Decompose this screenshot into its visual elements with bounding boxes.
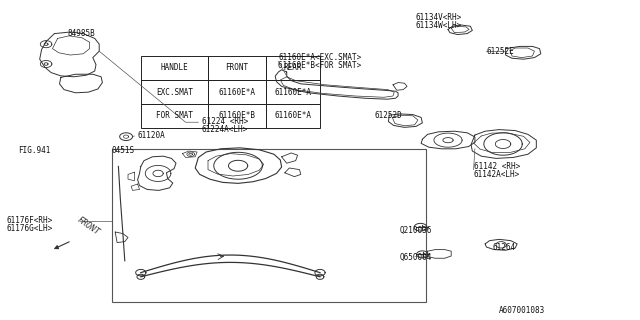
Bar xyxy=(112,149,426,302)
Text: 61224A<LH>: 61224A<LH> xyxy=(202,125,248,134)
Text: 61160E*A: 61160E*A xyxy=(275,111,311,121)
Text: 61120A: 61120A xyxy=(138,132,165,140)
Text: FOR SMAT: FOR SMAT xyxy=(156,111,193,121)
Text: FRONT: FRONT xyxy=(225,63,248,73)
Text: EXC.SMAT: EXC.SMAT xyxy=(156,87,193,97)
Bar xyxy=(141,80,208,104)
Bar xyxy=(266,80,320,104)
Text: 0451S: 0451S xyxy=(112,146,135,155)
Bar xyxy=(208,80,266,104)
Text: 61134V<RH>: 61134V<RH> xyxy=(416,13,462,22)
Text: Q210036: Q210036 xyxy=(400,226,433,235)
Text: 61160E*A: 61160E*A xyxy=(275,87,311,97)
Text: REAR: REAR xyxy=(284,63,302,73)
Text: 61142 <RH>: 61142 <RH> xyxy=(474,162,520,171)
Bar xyxy=(266,56,320,80)
Text: FRONT: FRONT xyxy=(76,215,101,237)
Text: 84985B: 84985B xyxy=(67,29,95,38)
Text: 61160E*B<FOR SMAT>: 61160E*B<FOR SMAT> xyxy=(278,61,362,70)
Text: 61160E*B: 61160E*B xyxy=(218,111,255,121)
Bar xyxy=(141,104,208,128)
Text: 61264: 61264 xyxy=(493,243,516,252)
Bar xyxy=(208,104,266,128)
Text: HANDLE: HANDLE xyxy=(161,63,188,73)
Bar xyxy=(266,104,320,128)
Text: 61252E: 61252E xyxy=(486,47,514,56)
Bar xyxy=(141,56,208,80)
Text: FIG.941: FIG.941 xyxy=(18,146,51,155)
Text: 61176F<RH>: 61176F<RH> xyxy=(6,216,52,225)
Text: 61160E*A<EXC.SMAT>: 61160E*A<EXC.SMAT> xyxy=(278,53,362,62)
Text: 61224 <RH>: 61224 <RH> xyxy=(202,117,248,126)
Text: 61142A<LH>: 61142A<LH> xyxy=(474,170,520,179)
Text: 61176G<LH>: 61176G<LH> xyxy=(6,224,52,233)
Text: 61252D: 61252D xyxy=(374,111,402,120)
Bar xyxy=(208,56,266,80)
Text: 61134W<LH>: 61134W<LH> xyxy=(416,21,462,30)
Text: A607001083: A607001083 xyxy=(499,306,545,315)
Text: 61160E*A: 61160E*A xyxy=(218,87,255,97)
Text: Q650004: Q650004 xyxy=(400,253,433,262)
